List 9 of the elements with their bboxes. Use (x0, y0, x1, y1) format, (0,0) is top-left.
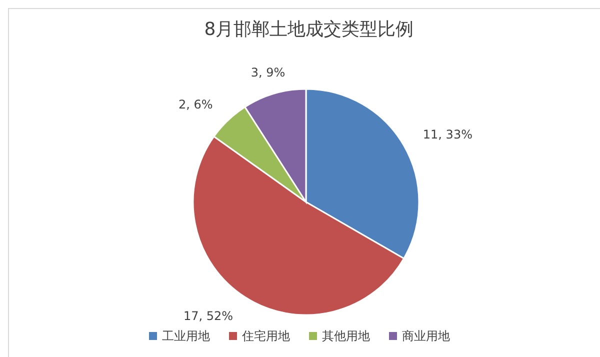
legend-label: 住宅用地 (241, 329, 290, 344)
legend-label: 商业用地 (402, 329, 450, 344)
data-label: 17, 52% (183, 308, 234, 323)
data-label: 11, 33% (422, 128, 472, 142)
chart-title: 8月邯郸土地成交类型比例 (204, 19, 414, 40)
legend-label: 其他用地 (322, 329, 370, 344)
legend-label: 工业用地 (162, 329, 210, 344)
data-label: 2, 6% (178, 97, 213, 112)
data-label: 3, 9% (250, 66, 286, 80)
